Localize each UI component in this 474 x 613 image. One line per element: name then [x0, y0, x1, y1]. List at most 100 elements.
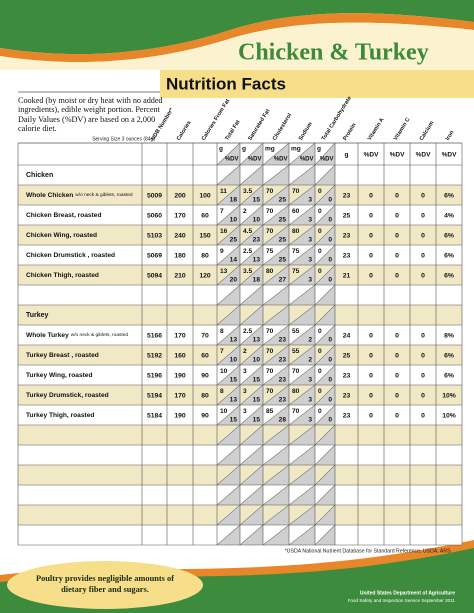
cell-value: 75: [292, 268, 300, 275]
cell-value: 0: [318, 328, 322, 335]
cell-dv: 23: [279, 356, 287, 363]
item-label: Chicken Wing, roasted: [26, 232, 97, 239]
cell-dv: 3: [308, 376, 312, 383]
cell-value: 0: [395, 252, 399, 259]
diag-line: [239, 464, 264, 486]
column-header: Total Fat: [224, 119, 241, 142]
cell-value: 0: [421, 192, 425, 199]
cell-dv: 0: [328, 256, 332, 263]
bottom-note: Poultry provides negligible amounts of d…: [35, 574, 175, 594]
cell-dv: 25: [279, 216, 287, 223]
cell-value: 2.5: [243, 328, 252, 335]
cell-dv: 14: [230, 256, 238, 263]
cell-value: 70: [266, 188, 274, 195]
cell-value: 80: [292, 228, 300, 235]
item-name: Turkey Wing, roasted: [26, 372, 93, 379]
cell-value: 0: [421, 272, 425, 279]
cell-value: 160: [174, 352, 186, 359]
cell-value: 0: [395, 212, 399, 219]
diag-line: [216, 324, 241, 346]
cell-value: 200: [174, 192, 186, 199]
cell-dv: 2: [308, 336, 312, 343]
diag-line: [314, 264, 336, 286]
diag-line: [262, 142, 290, 166]
cell-value: 2.5: [243, 248, 252, 255]
cell-value: 5192: [147, 352, 162, 359]
cell-dv: 15: [253, 376, 261, 383]
item-name: Whole Chicken: [26, 192, 73, 199]
cell-value: 0: [395, 372, 399, 379]
cell-dv: 23: [279, 336, 287, 343]
cell-dv: 10: [230, 356, 238, 363]
cell-value: 150: [199, 232, 211, 239]
item-label: Turkey Drumstick, roasted: [26, 392, 109, 399]
serving-size: Serving Size 3 ounces (84g): [92, 136, 155, 142]
cell-dv: 3: [308, 256, 312, 263]
unit-label: %DV: [416, 152, 431, 159]
diag-line: [288, 504, 316, 526]
cell-value: 2: [243, 348, 247, 355]
cell-value: 70: [266, 368, 274, 375]
cell-dv: 0: [328, 276, 332, 283]
diag-line: [262, 444, 290, 466]
cell-dv: 3: [308, 216, 312, 223]
cell-value: 0: [318, 408, 322, 415]
cell-value: 8%: [444, 332, 454, 339]
cell-value: 23: [343, 392, 351, 399]
diag-line: [288, 444, 316, 466]
subtitle: Nutrition Facts: [166, 74, 286, 93]
cell-dv: 23: [253, 236, 261, 243]
cell-dv: 25: [279, 196, 287, 203]
cell-dv: 3: [308, 416, 312, 423]
cell-value: 11: [220, 188, 227, 195]
diag-line: [216, 224, 241, 246]
cell-value: 5009: [147, 192, 162, 199]
cell-dv: 28: [279, 416, 287, 423]
cell-dv: 13: [230, 336, 238, 343]
footnote: *USDA National Nutrient Database for Sta…: [285, 548, 452, 554]
diag-line: [314, 504, 336, 526]
diag-line: [216, 142, 241, 166]
unit-label: g: [242, 146, 246, 153]
cell-value: 0: [421, 412, 425, 419]
diag-line: [239, 264, 264, 286]
diag-line: [262, 504, 290, 526]
diag-line: [288, 284, 316, 306]
cell-value: 3: [243, 408, 247, 415]
cell-value: 120: [199, 272, 211, 279]
cell-dv: 18: [230, 196, 238, 203]
diag-line: [262, 404, 290, 426]
cell-value: 6%: [444, 252, 454, 259]
unit-label: %DV: [300, 157, 314, 163]
diag-line: [216, 244, 241, 266]
item-label: Chicken Drumstick , roasted: [26, 252, 115, 259]
column-header: Calcium: [419, 120, 436, 142]
unit-label: g: [219, 146, 223, 153]
diag-line: [288, 304, 316, 326]
diag-line: [314, 444, 336, 466]
cell-value: 5184: [147, 412, 162, 419]
cell-value: 8: [220, 328, 224, 335]
cell-dv: 3: [308, 276, 312, 283]
cell-value: 170: [174, 332, 186, 339]
diag-line: [314, 284, 336, 306]
cell-value: 85: [266, 408, 274, 415]
top-band: [0, 22, 474, 70]
column-header: Saturated Fat: [247, 108, 271, 142]
cell-value: 0: [369, 332, 373, 339]
cell-value: 80: [266, 268, 274, 275]
cell-dv: 25: [279, 256, 287, 263]
cell-value: 70: [266, 228, 274, 235]
diag-line: [216, 164, 241, 186]
cell-value: 0: [421, 352, 425, 359]
diag-line: [288, 224, 316, 246]
diag-line: [239, 244, 264, 266]
diag-line: [314, 404, 336, 426]
item-note: w/o neck & giblets, roasted: [75, 192, 133, 198]
cell-value: 210: [174, 272, 186, 279]
diag-line: [216, 344, 241, 366]
diag-line: [262, 484, 290, 506]
cell-value: 25: [343, 352, 351, 359]
cell-dv: 15: [253, 196, 261, 203]
